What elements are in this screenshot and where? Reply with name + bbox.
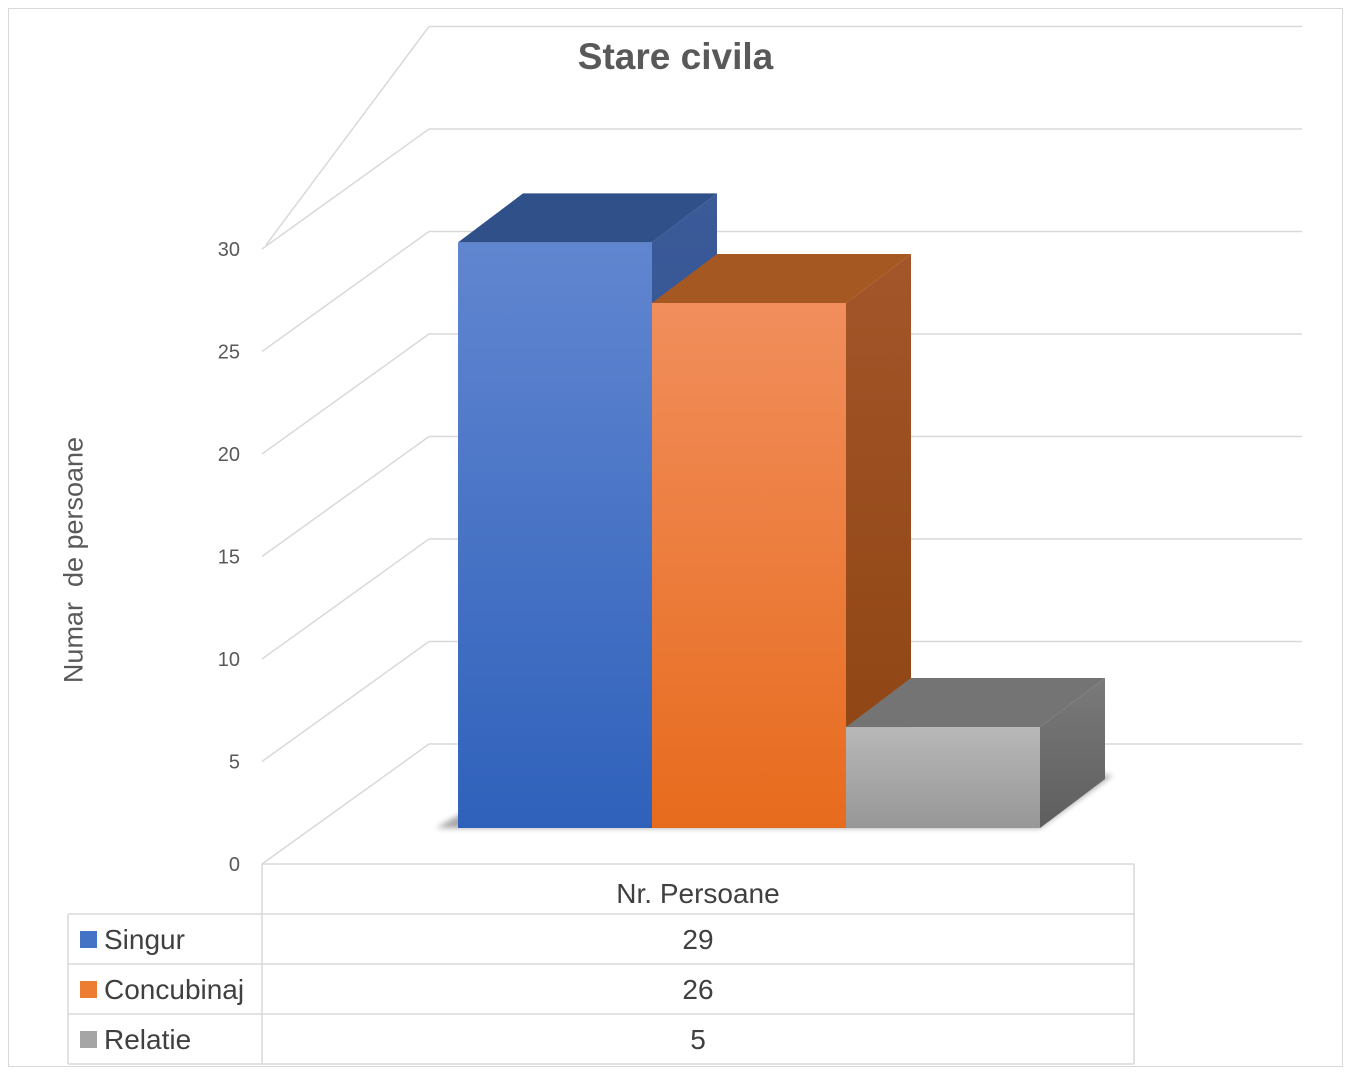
y-tick-label: 25 [218, 342, 240, 364]
gridline-diagonal [261, 435, 430, 558]
gridline-diagonal [261, 128, 430, 250]
bar-top-face [846, 678, 1105, 728]
legend-label: Singur [104, 924, 185, 955]
bar-relatie [846, 678, 1105, 828]
gridline-diagonal [261, 333, 430, 455]
y-tick-label: 5 [229, 752, 240, 774]
bar-front-face [652, 302, 846, 828]
legend-swatch [80, 1031, 97, 1048]
y-tick-label: 10 [218, 649, 240, 671]
table-value: 5 [690, 1024, 706, 1055]
legend-swatch [80, 931, 97, 948]
y-tick-label: 15 [218, 547, 240, 569]
y-tick-label: 20 [218, 444, 240, 466]
y-tick-label: 30 [218, 239, 240, 261]
gridline-diagonal [261, 743, 430, 865]
bar-side-face [846, 253, 911, 828]
gridline-diagonal [261, 538, 430, 660]
table-value: 26 [682, 974, 713, 1005]
data-table: Nr. Persoane Singur 29 Concubinaj 26 Relatie 5 [67, 863, 1135, 1065]
bar-top-face [458, 193, 717, 243]
bar-front-face [458, 242, 652, 829]
legend-label: Relatie [104, 1024, 191, 1055]
chart-title: Stare civila [577, 36, 774, 77]
y-axis-ticks: 0 5 10 15 20 25 30 [218, 239, 240, 876]
bar-side-face [1040, 678, 1105, 828]
bar-front-face [846, 727, 1040, 828]
table-header-category: Nr. Persoane [616, 878, 779, 909]
bar-top-face [652, 253, 911, 303]
table-value: 29 [682, 924, 713, 955]
legend-swatch [80, 981, 97, 998]
legend-label: Concubinaj [104, 974, 244, 1005]
gridline-diagonal [265, 26, 430, 246]
bar-concubinaj [652, 253, 911, 828]
gridline-diagonal [261, 640, 430, 763]
bars [436, 193, 1113, 829]
y-tick-label: 0 [229, 854, 240, 876]
gridline-diagonal [261, 230, 430, 353]
